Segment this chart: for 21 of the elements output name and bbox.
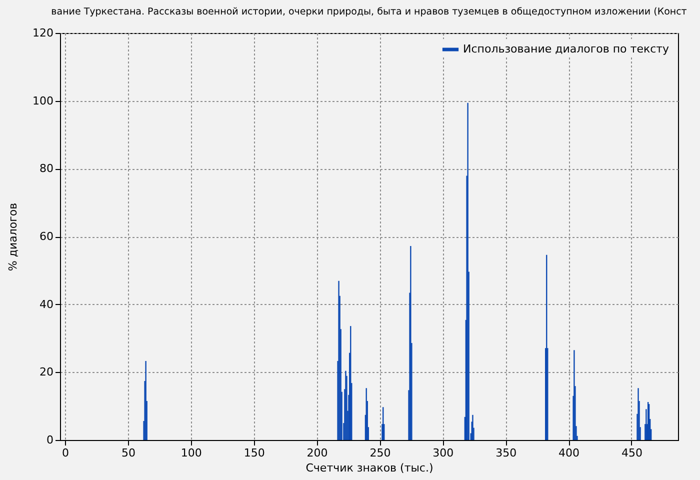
x-tick-label: 0 [62, 446, 69, 460]
y-tick-label: 60 [40, 230, 54, 243]
y-axis-title: % диалогов [6, 202, 20, 272]
x-axis-title: Счетчик знаков (тыс.) [306, 462, 434, 474]
legend-label: Использование диалогов по тексту [463, 42, 670, 56]
x-tick-label: 400 [558, 446, 580, 460]
y-tick-label: 100 [32, 94, 54, 108]
y-tick-label: 40 [40, 298, 54, 311]
x-tick-label: 100 [180, 446, 202, 460]
x-tick-label: 50 [121, 446, 136, 460]
y-tick-label: 80 [40, 162, 54, 176]
x-tick-label: 350 [496, 446, 517, 460]
x-tick-label: 450 [621, 446, 642, 460]
y-tick-label: 120 [32, 26, 54, 40]
x-tick-label: 150 [244, 446, 265, 460]
x-tick-label: 200 [306, 446, 328, 460]
x-tick-label: 300 [432, 446, 454, 460]
x-tick-label: 250 [370, 446, 391, 460]
chart-title: вание Туркестана. Рассказы военной истории, очерки природы, быта и нравов туземцев в общедоступном изложении (Конст [51, 6, 688, 18]
y-tick-label: 20 [40, 366, 54, 379]
y-tick-label: 0 [46, 434, 54, 446]
